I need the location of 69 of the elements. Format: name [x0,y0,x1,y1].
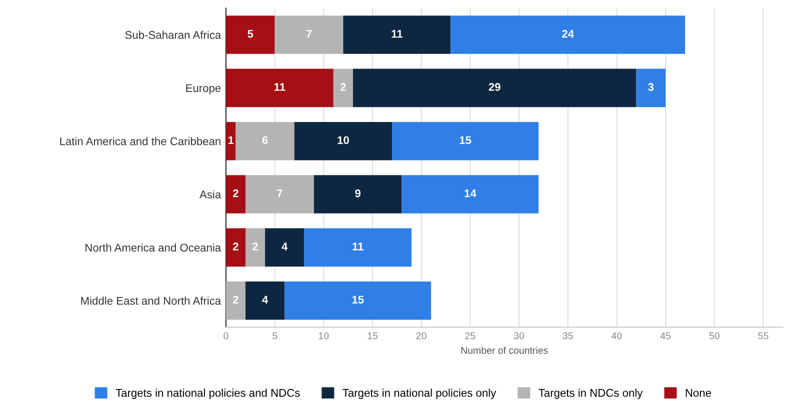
bar [226,16,275,54]
bar [392,122,539,160]
legend-label: Targets in NDCs only [538,388,643,399]
x-tick-label: 5 [272,332,278,340]
bar [294,122,392,160]
bar [246,228,266,267]
bar [636,68,666,108]
data-label: 4 [282,242,288,250]
data-label: 5 [248,30,254,38]
data-label: 2 [340,83,346,91]
data-label: 6 [262,136,268,144]
data-label: 15 [352,296,364,304]
data-label: 15 [460,136,472,144]
x-tick-label: 55 [758,332,768,340]
x-tick-label: 20 [416,332,426,340]
bar [226,175,246,214]
data-label: 2 [252,242,258,250]
data-label: 11 [352,242,364,250]
data-label: 7 [277,190,282,198]
bar [246,281,285,320]
data-label: 9 [355,189,361,198]
x-tick-label: 35 [562,332,573,340]
data-label: 14 [464,190,476,198]
data-label: 11 [392,30,402,38]
data-label: 11 [274,83,286,91]
data-label: 7 [306,30,312,38]
x-tick-label: 30 [514,332,524,340]
y-tick-label: Sub-Saharan Africa [125,30,222,39]
x-axis-title: Number of countries [461,346,548,354]
bar [304,228,412,267]
bar [352,68,636,108]
x-tick-label: 15 [368,332,378,340]
bar [450,16,686,54]
data-label: 29 [488,83,500,91]
x-tick-label: 25 [465,332,476,340]
bar [333,68,353,108]
x-tick-label: 45 [660,332,671,340]
data-label: 1 [228,136,234,144]
bar [274,16,344,54]
bar [226,228,246,267]
x-tick-label: 50 [709,332,720,340]
bar [246,175,314,214]
y-tick-label: Asia [200,190,222,198]
y-tick-label: Middle East and North Africa [81,296,222,305]
bar [284,281,432,320]
data-label: 3 [648,83,654,91]
y-tick-label: Latin America and the Caribbean [60,137,220,146]
data-label: 2 [233,296,238,304]
legend-label: None [686,389,712,397]
bar [226,122,236,160]
data-label: 4 [262,296,268,304]
legend-label: Targets in national policies and NDCs [116,388,300,399]
bar [265,228,304,267]
bar [402,175,539,214]
legend-label: Targets in national policies only [342,388,496,399]
y-tick-label: North America and Oceania [86,243,222,252]
x-tick-label: 10 [318,332,329,340]
x-tick-label: 40 [612,332,622,340]
data-label: 2 [233,242,238,250]
data-label: 2 [233,189,238,198]
bar [236,122,294,160]
data-label: 10 [338,136,349,144]
y-tick-label: Europe [186,84,221,94]
bar [226,68,334,108]
bar [226,281,246,320]
data-label: 24 [562,30,574,38]
x-tick-label: 0 [224,332,228,340]
bar [343,16,451,54]
bar [314,175,402,214]
